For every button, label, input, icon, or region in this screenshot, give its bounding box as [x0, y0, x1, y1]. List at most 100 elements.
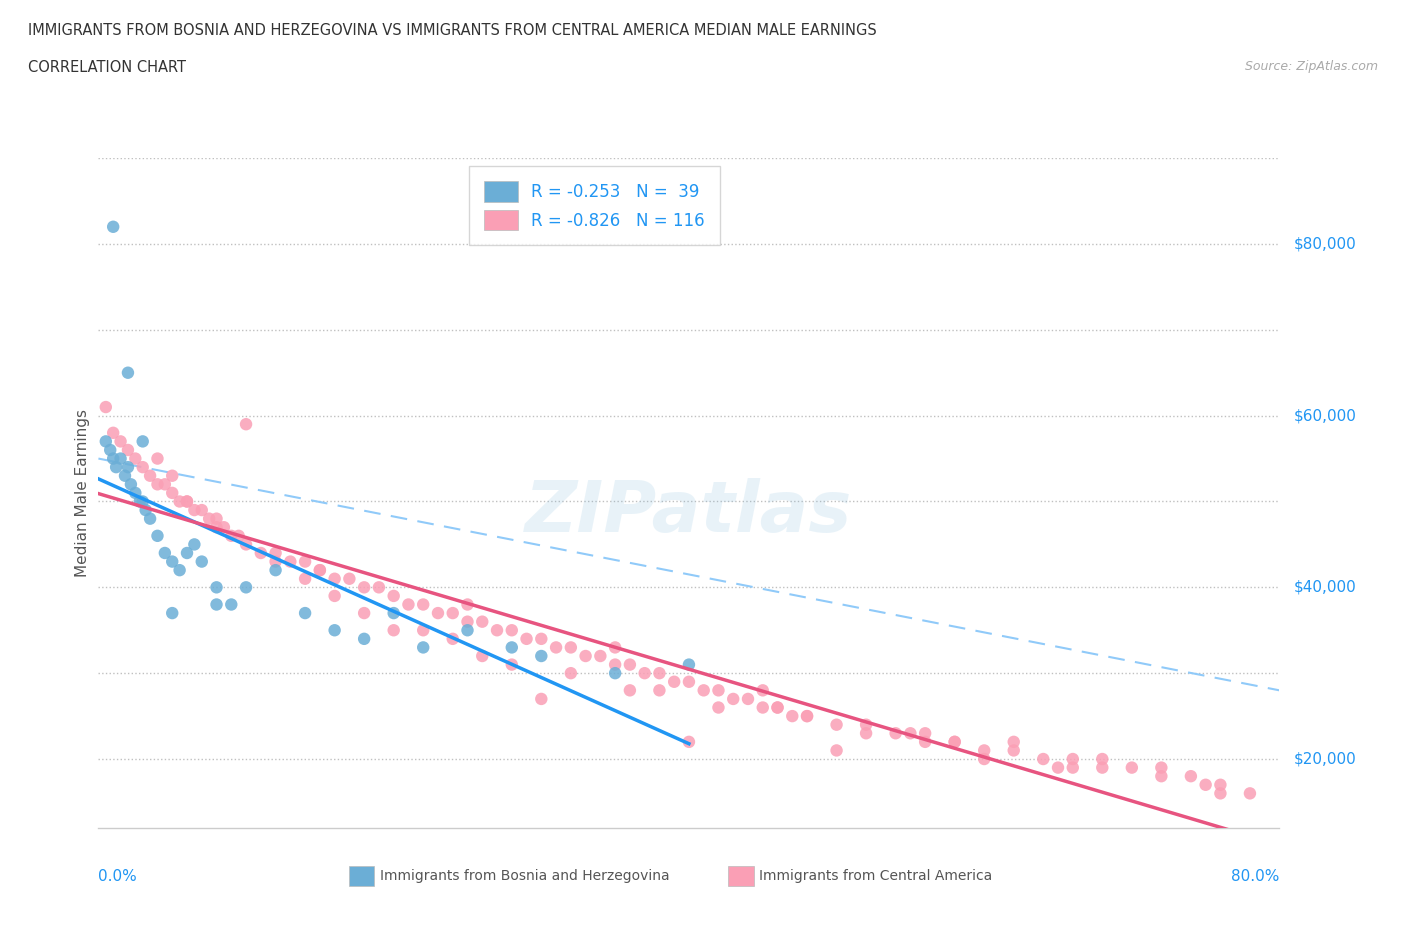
- Point: [766, 700, 789, 715]
- Point: [353, 605, 375, 620]
- Point: [825, 743, 848, 758]
- Point: [943, 735, 966, 750]
- Point: [294, 605, 316, 620]
- Point: [751, 700, 773, 715]
- Point: [128, 494, 150, 509]
- Text: $80,000: $80,000: [1294, 236, 1357, 251]
- Point: [235, 417, 257, 432]
- Point: [162, 554, 183, 569]
- Point: [427, 605, 450, 620]
- Point: [1002, 743, 1025, 758]
- Point: [707, 683, 730, 698]
- Point: [368, 580, 391, 595]
- Point: [648, 666, 671, 681]
- Text: 80.0%: 80.0%: [1232, 870, 1279, 884]
- Point: [183, 502, 205, 517]
- Point: [693, 683, 716, 698]
- Text: Immigrants from Central America: Immigrants from Central America: [759, 869, 993, 883]
- Point: [117, 443, 139, 458]
- Point: [516, 631, 538, 646]
- Point: [1239, 786, 1261, 801]
- Point: [212, 520, 235, 535]
- Point: [648, 683, 671, 698]
- Point: [205, 597, 228, 612]
- Point: [103, 219, 125, 234]
- Point: [471, 648, 494, 663]
- Point: [766, 700, 789, 715]
- Point: [855, 717, 877, 732]
- Point: [678, 674, 700, 689]
- Text: ZIPatlas: ZIPatlas: [526, 479, 852, 548]
- Point: [1002, 735, 1025, 750]
- Point: [723, 692, 745, 707]
- Point: [205, 512, 228, 526]
- Point: [605, 666, 627, 681]
- Point: [132, 494, 155, 509]
- Point: [664, 674, 686, 689]
- Text: $40,000: $40,000: [1294, 579, 1357, 595]
- Point: [176, 546, 198, 561]
- Point: [619, 683, 641, 698]
- Point: [309, 563, 332, 578]
- Point: [605, 640, 627, 655]
- Point: [146, 528, 169, 543]
- Point: [98, 443, 121, 458]
- Text: IMMIGRANTS FROM BOSNIA AND HERZEGOVINA VS IMMIGRANTS FROM CENTRAL AMERICA MEDIAN: IMMIGRANTS FROM BOSNIA AND HERZEGOVINA V…: [28, 23, 877, 38]
- Point: [707, 700, 730, 715]
- Point: [560, 666, 582, 681]
- Point: [619, 658, 641, 672]
- Point: [153, 546, 176, 561]
- Point: [198, 512, 221, 526]
- Point: [135, 502, 157, 517]
- Point: [205, 580, 228, 595]
- Point: [1032, 751, 1054, 766]
- Point: [633, 666, 655, 681]
- Point: [796, 709, 818, 724]
- Point: [323, 571, 346, 586]
- Point: [103, 425, 125, 440]
- Point: [162, 485, 183, 500]
- Point: [943, 735, 966, 750]
- Point: [1209, 777, 1232, 792]
- Point: [235, 580, 257, 595]
- Point: [183, 537, 205, 551]
- Point: [973, 751, 995, 766]
- Point: [94, 434, 117, 449]
- Point: [235, 537, 257, 551]
- Point: [1091, 760, 1114, 775]
- Point: [501, 640, 523, 655]
- Point: [1150, 760, 1173, 775]
- Point: [309, 563, 332, 578]
- Text: CORRELATION CHART: CORRELATION CHART: [28, 60, 186, 75]
- Point: [1046, 760, 1069, 775]
- Point: [396, 597, 419, 612]
- Point: [530, 692, 553, 707]
- Point: [264, 554, 287, 569]
- Point: [117, 459, 139, 474]
- Point: [353, 580, 375, 595]
- Point: [278, 554, 302, 569]
- Point: [456, 614, 478, 629]
- Point: [94, 400, 117, 415]
- Point: [146, 451, 169, 466]
- Point: [120, 477, 142, 492]
- Point: [1195, 777, 1218, 792]
- Point: [782, 709, 804, 724]
- Point: [678, 658, 700, 672]
- Point: [162, 605, 183, 620]
- Point: [294, 571, 316, 586]
- Legend: R = -0.253   N =  39, R = -0.826   N = 116: R = -0.253 N = 39, R = -0.826 N = 116: [470, 166, 720, 246]
- Point: [294, 554, 316, 569]
- Point: [353, 631, 375, 646]
- Point: [914, 725, 936, 740]
- Point: [103, 451, 125, 466]
- Point: [139, 469, 162, 484]
- Point: [530, 648, 553, 663]
- Point: [973, 743, 995, 758]
- Point: [117, 365, 139, 380]
- Point: [855, 725, 877, 740]
- Point: [382, 623, 405, 638]
- Point: [1062, 760, 1084, 775]
- Point: [323, 589, 346, 604]
- Point: [176, 494, 198, 509]
